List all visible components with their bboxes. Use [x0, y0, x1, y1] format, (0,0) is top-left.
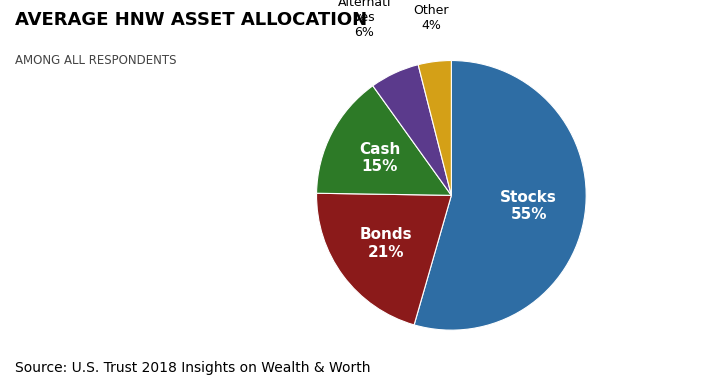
Wedge shape — [418, 61, 451, 195]
Text: Source: U.S. Trust 2018 Insights on Wealth & Worth: Source: U.S. Trust 2018 Insights on Weal… — [15, 361, 370, 375]
Text: AMONG ALL RESPONDENTS: AMONG ALL RESPONDENTS — [15, 54, 176, 67]
Wedge shape — [317, 193, 451, 325]
Wedge shape — [317, 86, 451, 195]
Text: Cash
15%: Cash 15% — [359, 142, 400, 174]
Text: Alternati
ves
6%: Alternati ves 6% — [338, 0, 391, 39]
Text: Other
4%: Other 4% — [414, 4, 448, 32]
Wedge shape — [373, 65, 451, 195]
Wedge shape — [414, 61, 586, 330]
Text: AVERAGE HNW ASSET ALLOCATION: AVERAGE HNW ASSET ALLOCATION — [15, 11, 367, 29]
Text: Stocks
55%: Stocks 55% — [500, 190, 557, 223]
Text: Bonds
21%: Bonds 21% — [360, 227, 413, 260]
